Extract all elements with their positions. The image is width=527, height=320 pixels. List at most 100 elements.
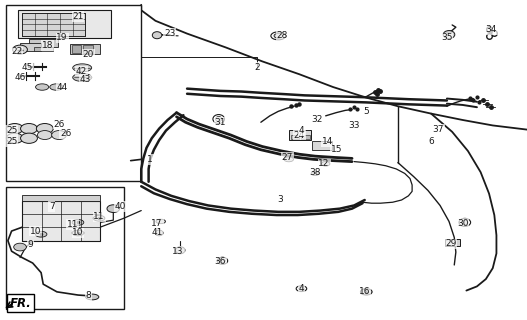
Bar [22, 13, 85, 36]
Ellipse shape [462, 220, 468, 225]
Bar [289, 130, 311, 140]
Text: 17: 17 [151, 219, 163, 228]
Text: 16: 16 [359, 287, 370, 296]
Ellipse shape [443, 30, 455, 38]
Text: 4: 4 [299, 284, 304, 293]
Text: 29: 29 [445, 239, 456, 248]
Text: 21: 21 [72, 12, 84, 21]
Circle shape [6, 133, 23, 143]
Bar [291, 135, 299, 139]
Text: 35: 35 [441, 33, 453, 42]
Text: 11: 11 [67, 220, 79, 229]
Circle shape [13, 45, 27, 54]
Text: 19: 19 [56, 33, 68, 42]
Text: 1: 1 [148, 155, 153, 164]
Ellipse shape [72, 230, 84, 236]
Text: 36: 36 [214, 257, 226, 266]
Bar [6, 5, 141, 181]
Bar [70, 44, 100, 54]
Ellipse shape [274, 33, 282, 38]
Text: 38: 38 [309, 168, 321, 177]
Text: 32: 32 [311, 116, 323, 124]
Text: 8: 8 [86, 292, 91, 300]
Bar [312, 141, 332, 150]
Ellipse shape [73, 64, 92, 72]
Bar [445, 239, 460, 246]
Text: 4: 4 [299, 126, 304, 135]
Text: 42: 42 [76, 67, 87, 76]
Text: 14: 14 [322, 137, 334, 146]
Ellipse shape [73, 73, 92, 81]
Ellipse shape [35, 231, 47, 237]
Text: 11: 11 [93, 212, 105, 221]
Text: 15: 15 [330, 145, 342, 154]
Text: 40: 40 [114, 202, 126, 211]
Text: 22: 22 [11, 47, 23, 56]
Text: 43: 43 [80, 76, 91, 84]
Text: 2: 2 [255, 63, 260, 72]
Text: 20: 20 [83, 50, 94, 59]
Ellipse shape [219, 259, 226, 263]
Bar [301, 135, 310, 139]
Text: 25: 25 [6, 137, 17, 146]
Bar [6, 187, 124, 309]
Bar [29, 39, 58, 47]
Text: 13: 13 [172, 247, 184, 256]
Text: FR.: FR. [9, 297, 31, 309]
Bar [18, 10, 111, 38]
Text: 44: 44 [56, 83, 68, 92]
Ellipse shape [299, 287, 304, 290]
Circle shape [21, 124, 37, 134]
Ellipse shape [72, 220, 84, 225]
Circle shape [52, 131, 66, 140]
Text: 18: 18 [42, 41, 53, 50]
Ellipse shape [321, 162, 330, 166]
Text: 37: 37 [433, 125, 444, 134]
Text: 9: 9 [28, 240, 33, 249]
Circle shape [37, 131, 52, 140]
Bar [20, 43, 41, 51]
Text: 41: 41 [151, 228, 163, 237]
Ellipse shape [93, 215, 105, 221]
Text: 45: 45 [22, 63, 33, 72]
Ellipse shape [85, 294, 99, 300]
Bar [22, 201, 100, 241]
Text: 12: 12 [318, 159, 330, 168]
Ellipse shape [152, 32, 162, 39]
Ellipse shape [216, 116, 222, 122]
Ellipse shape [175, 247, 185, 254]
Text: 34: 34 [485, 25, 497, 34]
Text: 3: 3 [278, 195, 283, 204]
Text: 24: 24 [294, 131, 305, 140]
Ellipse shape [36, 84, 49, 90]
Ellipse shape [156, 219, 165, 224]
Bar [72, 45, 81, 53]
Ellipse shape [360, 289, 372, 295]
Text: 33: 33 [348, 121, 360, 130]
Circle shape [21, 133, 37, 143]
Text: 7: 7 [49, 202, 54, 211]
Bar [83, 45, 93, 53]
Ellipse shape [311, 171, 319, 175]
Ellipse shape [50, 84, 63, 90]
Text: 10: 10 [72, 228, 84, 237]
Text: 5: 5 [364, 107, 369, 116]
Circle shape [14, 243, 26, 251]
Text: 26: 26 [60, 129, 72, 138]
Bar [22, 195, 100, 201]
Circle shape [107, 205, 120, 212]
Circle shape [6, 124, 23, 134]
Ellipse shape [284, 157, 294, 162]
Text: 30: 30 [457, 219, 469, 228]
Bar [34, 47, 53, 51]
Circle shape [36, 124, 53, 134]
Text: 27: 27 [281, 153, 293, 162]
Text: 10: 10 [30, 227, 42, 236]
Text: 28: 28 [276, 31, 288, 40]
Ellipse shape [155, 230, 163, 236]
Text: 31: 31 [214, 118, 226, 127]
Text: 46: 46 [14, 73, 26, 82]
Text: 6: 6 [428, 137, 434, 146]
Text: 25: 25 [6, 126, 17, 135]
Text: 26: 26 [53, 120, 65, 129]
